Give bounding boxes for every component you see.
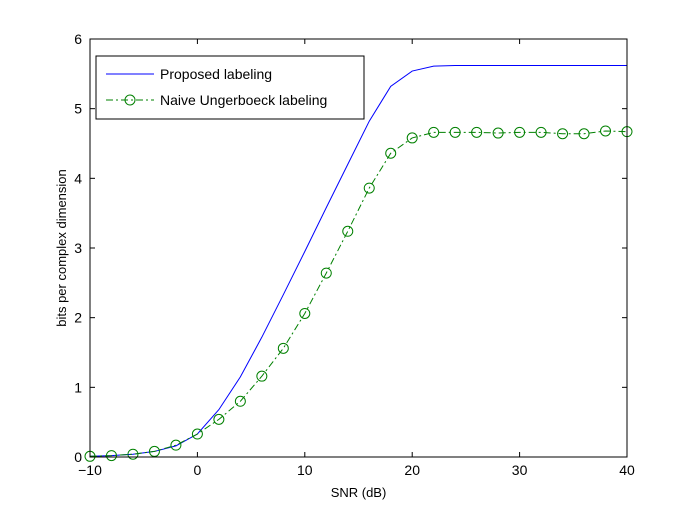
data-point bbox=[191, 428, 203, 440]
y-axis-label: bits per complex dimension bbox=[54, 169, 69, 327]
series-line bbox=[89, 64, 627, 457]
data-point bbox=[256, 370, 268, 382]
data-point bbox=[148, 445, 160, 457]
series-line bbox=[89, 130, 628, 457]
y-tick-label: 1 bbox=[74, 379, 82, 395]
data-point bbox=[557, 128, 569, 140]
data-point bbox=[578, 128, 590, 140]
y-tick-label: 3 bbox=[74, 240, 82, 256]
data-point bbox=[299, 307, 311, 319]
data-point bbox=[514, 126, 526, 138]
x-tick-label: 40 bbox=[619, 462, 635, 478]
y-tick-label: 6 bbox=[74, 31, 82, 47]
x-tick-label: 0 bbox=[194, 462, 202, 478]
data-point bbox=[234, 395, 246, 407]
legend-box bbox=[95, 55, 365, 120]
data-point bbox=[449, 126, 461, 138]
x-tick-label: 30 bbox=[512, 462, 528, 478]
data-point bbox=[213, 413, 225, 425]
data-point bbox=[492, 127, 504, 139]
x-axis-label: SNR (dB) bbox=[331, 485, 387, 500]
data-point bbox=[428, 126, 440, 138]
x-tick-label: 20 bbox=[404, 462, 420, 478]
data-point bbox=[535, 126, 547, 138]
y-tick-label: 0 bbox=[74, 449, 82, 465]
data-point bbox=[170, 439, 182, 451]
data-point bbox=[363, 182, 375, 194]
legend-label-naive-ungerboeck: Naive Ungerboeck labeling bbox=[160, 92, 327, 108]
data-point bbox=[600, 125, 612, 137]
legend-marker-naive-ungerboeck bbox=[124, 94, 136, 106]
y-tick-label: 4 bbox=[74, 170, 82, 186]
y-tick-label: 2 bbox=[74, 310, 82, 326]
data-point bbox=[320, 267, 332, 279]
data-point bbox=[406, 132, 418, 144]
y-tick-label: 5 bbox=[74, 101, 82, 117]
data-point bbox=[277, 342, 289, 354]
data-point bbox=[342, 225, 354, 237]
legend: Proposed labeling Naive Ungerboeck label… bbox=[95, 55, 365, 120]
data-point bbox=[105, 450, 117, 462]
legend-label-proposed: Proposed labeling bbox=[160, 66, 272, 82]
data-point bbox=[385, 147, 397, 159]
x-tick-label: 10 bbox=[297, 462, 313, 478]
data-point bbox=[127, 448, 139, 460]
data-point bbox=[471, 126, 483, 138]
x-tick-label: −10 bbox=[78, 462, 102, 478]
